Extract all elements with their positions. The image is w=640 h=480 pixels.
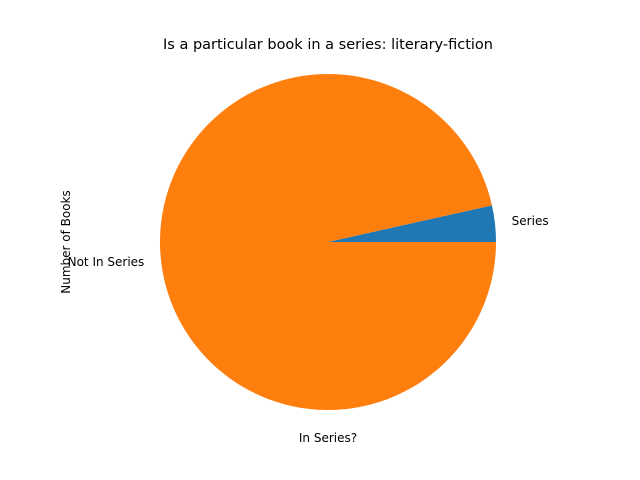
pie-slices <box>160 73 496 410</box>
chart-title: Is a particular book in a series: litera… <box>163 37 493 53</box>
y-axis-label: Number of Books <box>59 190 73 294</box>
pie-slice-labels: Series Not In Series <box>68 214 549 269</box>
slice-label-not-in-series: Not In Series <box>68 255 145 269</box>
x-axis-label: In Series? <box>299 431 357 445</box>
pie-slice-series <box>328 205 496 242</box>
pie-slice-not-in-series <box>160 73 496 410</box>
slice-label-series: Series <box>512 214 549 228</box>
